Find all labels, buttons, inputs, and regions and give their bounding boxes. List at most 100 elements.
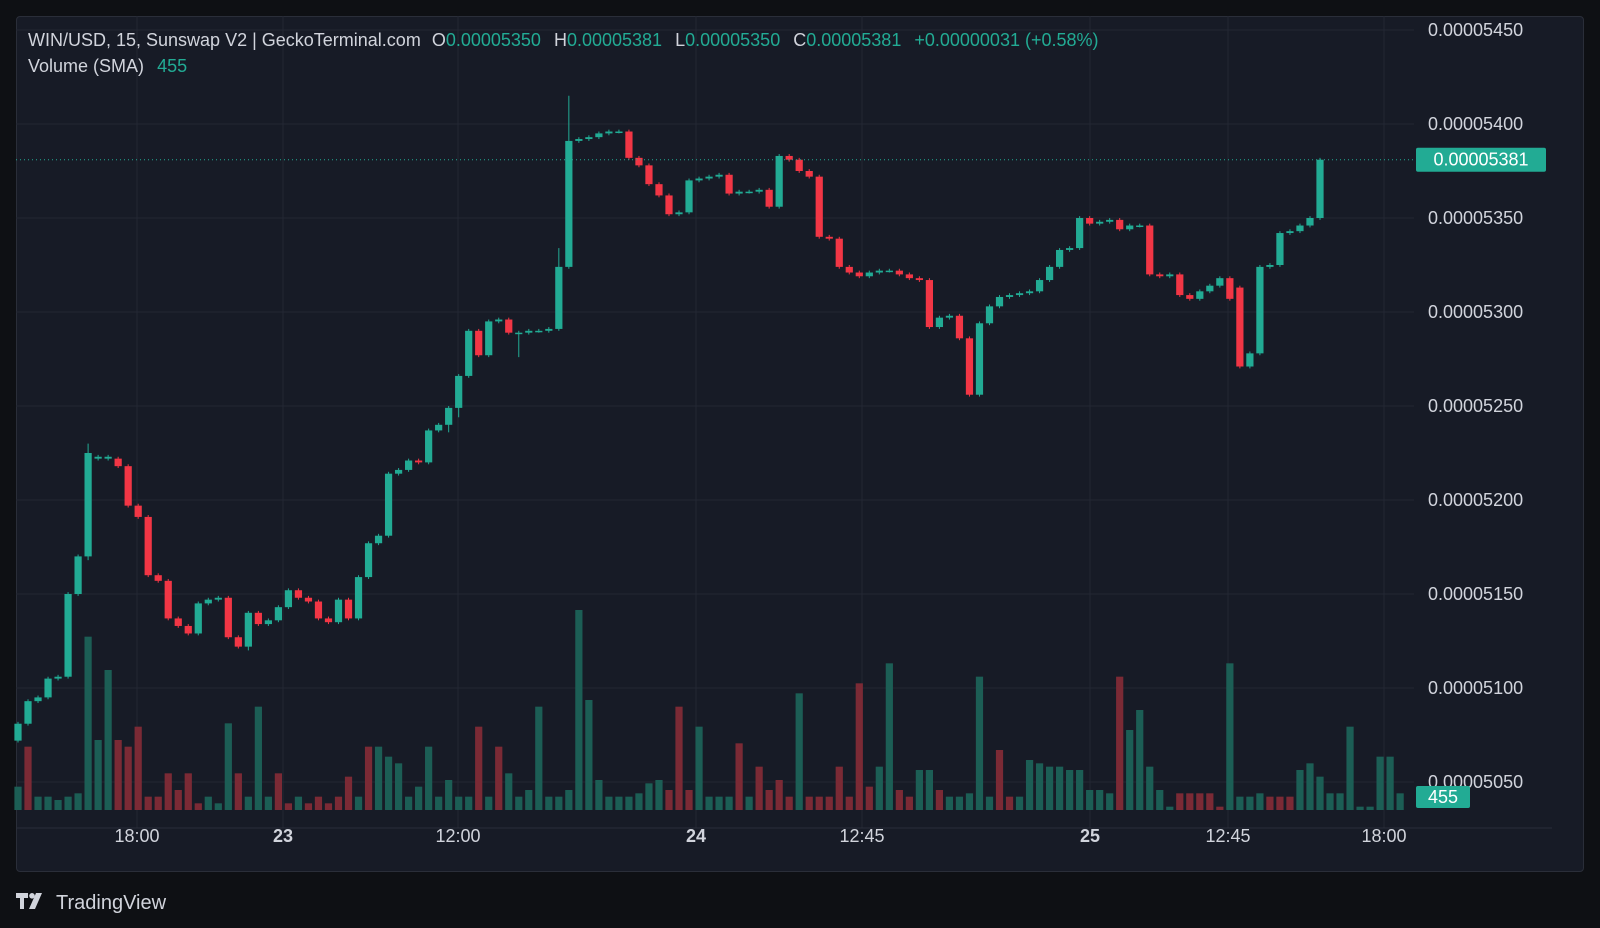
volume-bar [755,766,763,810]
candle-body [965,338,974,395]
volume-bar [445,780,453,810]
volume-bar [1156,790,1164,810]
candle-body [224,597,232,638]
tradingview-logo-icon[interactable] [16,892,48,915]
candle-body [645,165,653,185]
low-label: L [675,30,686,50]
candle-body [324,618,333,623]
volume-bar [1086,790,1094,810]
volume-bar [14,786,22,810]
candle-body [505,319,513,333]
candle-body [595,133,603,138]
candle-body [254,612,262,625]
candle-body [935,317,944,328]
candle-body [495,319,503,322]
candle-body [795,159,803,171]
candle-body [214,597,222,600]
volume-bar [124,746,132,810]
volume-bar [745,796,753,810]
candle-body [725,174,733,194]
x-tick-label: 18:00 [1361,826,1406,846]
candle-body [445,407,453,425]
volume-bar [1005,796,1014,810]
candle-body [144,516,152,576]
volume-bar [314,796,323,810]
candle-body [585,137,593,140]
volume-bar [725,796,733,810]
candle-body [1066,248,1074,250]
volume-bar [54,800,62,810]
candlestick-chart[interactable]: 0.00005450 0.00005400 0.00005350 0.00005300… [0,0,1600,888]
volume-bar [164,773,172,810]
volume-bar [525,790,533,810]
volume-bar [364,746,373,810]
volume-bar [1326,793,1334,810]
volume-sma-label: 455 [1428,787,1458,807]
candle-body [1045,266,1054,281]
grid [16,16,1414,828]
volume-bar [1126,730,1134,810]
candle-body [835,238,843,267]
volume-bar [915,770,923,810]
volume-bar [404,796,413,810]
candle-body [314,601,323,619]
volume-bar [1336,793,1344,810]
volume-bar [515,796,523,810]
candle-body [114,458,122,467]
x-tick-label: 18:00 [114,826,159,846]
volume-bar [1236,796,1244,810]
candle-body [24,701,32,724]
y-tick-label: 0.00005350 [1428,208,1523,228]
y-tick-label: 0.00005400 [1428,114,1523,134]
volume-bar [1366,806,1374,810]
close-label: C [793,30,807,50]
volume-bar [505,773,513,810]
candle-body [455,375,463,408]
candle-body [124,466,132,506]
volume-bar [114,740,122,810]
candle-body [1276,233,1284,265]
candle-body [1266,265,1274,267]
candle-body [64,594,72,677]
candle-body [975,323,984,395]
candle-body [94,456,102,459]
volume-label[interactable]: Volume (SMA) [28,56,145,76]
candle-body [174,618,182,626]
candle-body [815,176,823,237]
candle-body [234,637,242,647]
volume-bar [625,796,633,810]
volume-bar [214,803,222,810]
candle-body [1156,274,1164,277]
volume-bar [1386,756,1394,810]
candle-body [525,330,533,333]
volume-bar [264,796,272,810]
brand-name[interactable]: TradingView [56,891,167,914]
candle-body [895,270,903,275]
volume-bar [1216,806,1224,810]
volume-bar [254,706,262,810]
volume-bar [134,726,142,810]
volume-bar [955,796,964,810]
candle-body [1166,274,1174,277]
volume-bar [1196,793,1204,810]
candle-body [685,180,693,213]
candle-body [334,599,343,623]
volume-bar [1015,796,1024,810]
candle-body [84,453,92,557]
volume-bar [605,796,613,810]
candle-body [625,131,633,158]
volume-bar [1376,756,1384,810]
candle-body [1186,295,1194,299]
candle-body [945,315,954,318]
volume-bar [965,793,974,810]
y-tick-label: 0.00005250 [1428,396,1523,416]
candle-body [274,607,283,621]
candle-body [134,505,142,517]
symbol-title[interactable]: WIN/USD, 15, Sunswap V2 | GeckoTerminal.… [28,30,421,50]
volume-bar [204,796,212,810]
candle-body [1286,231,1294,234]
volume-bar [995,750,1004,810]
volume-bar [1076,770,1084,810]
volume-bar [1116,676,1124,810]
candle-body [905,274,913,279]
